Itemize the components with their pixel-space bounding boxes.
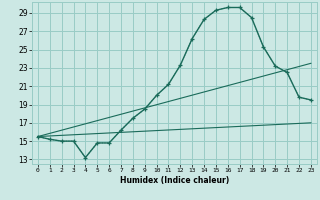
X-axis label: Humidex (Indice chaleur): Humidex (Indice chaleur) [120, 176, 229, 185]
